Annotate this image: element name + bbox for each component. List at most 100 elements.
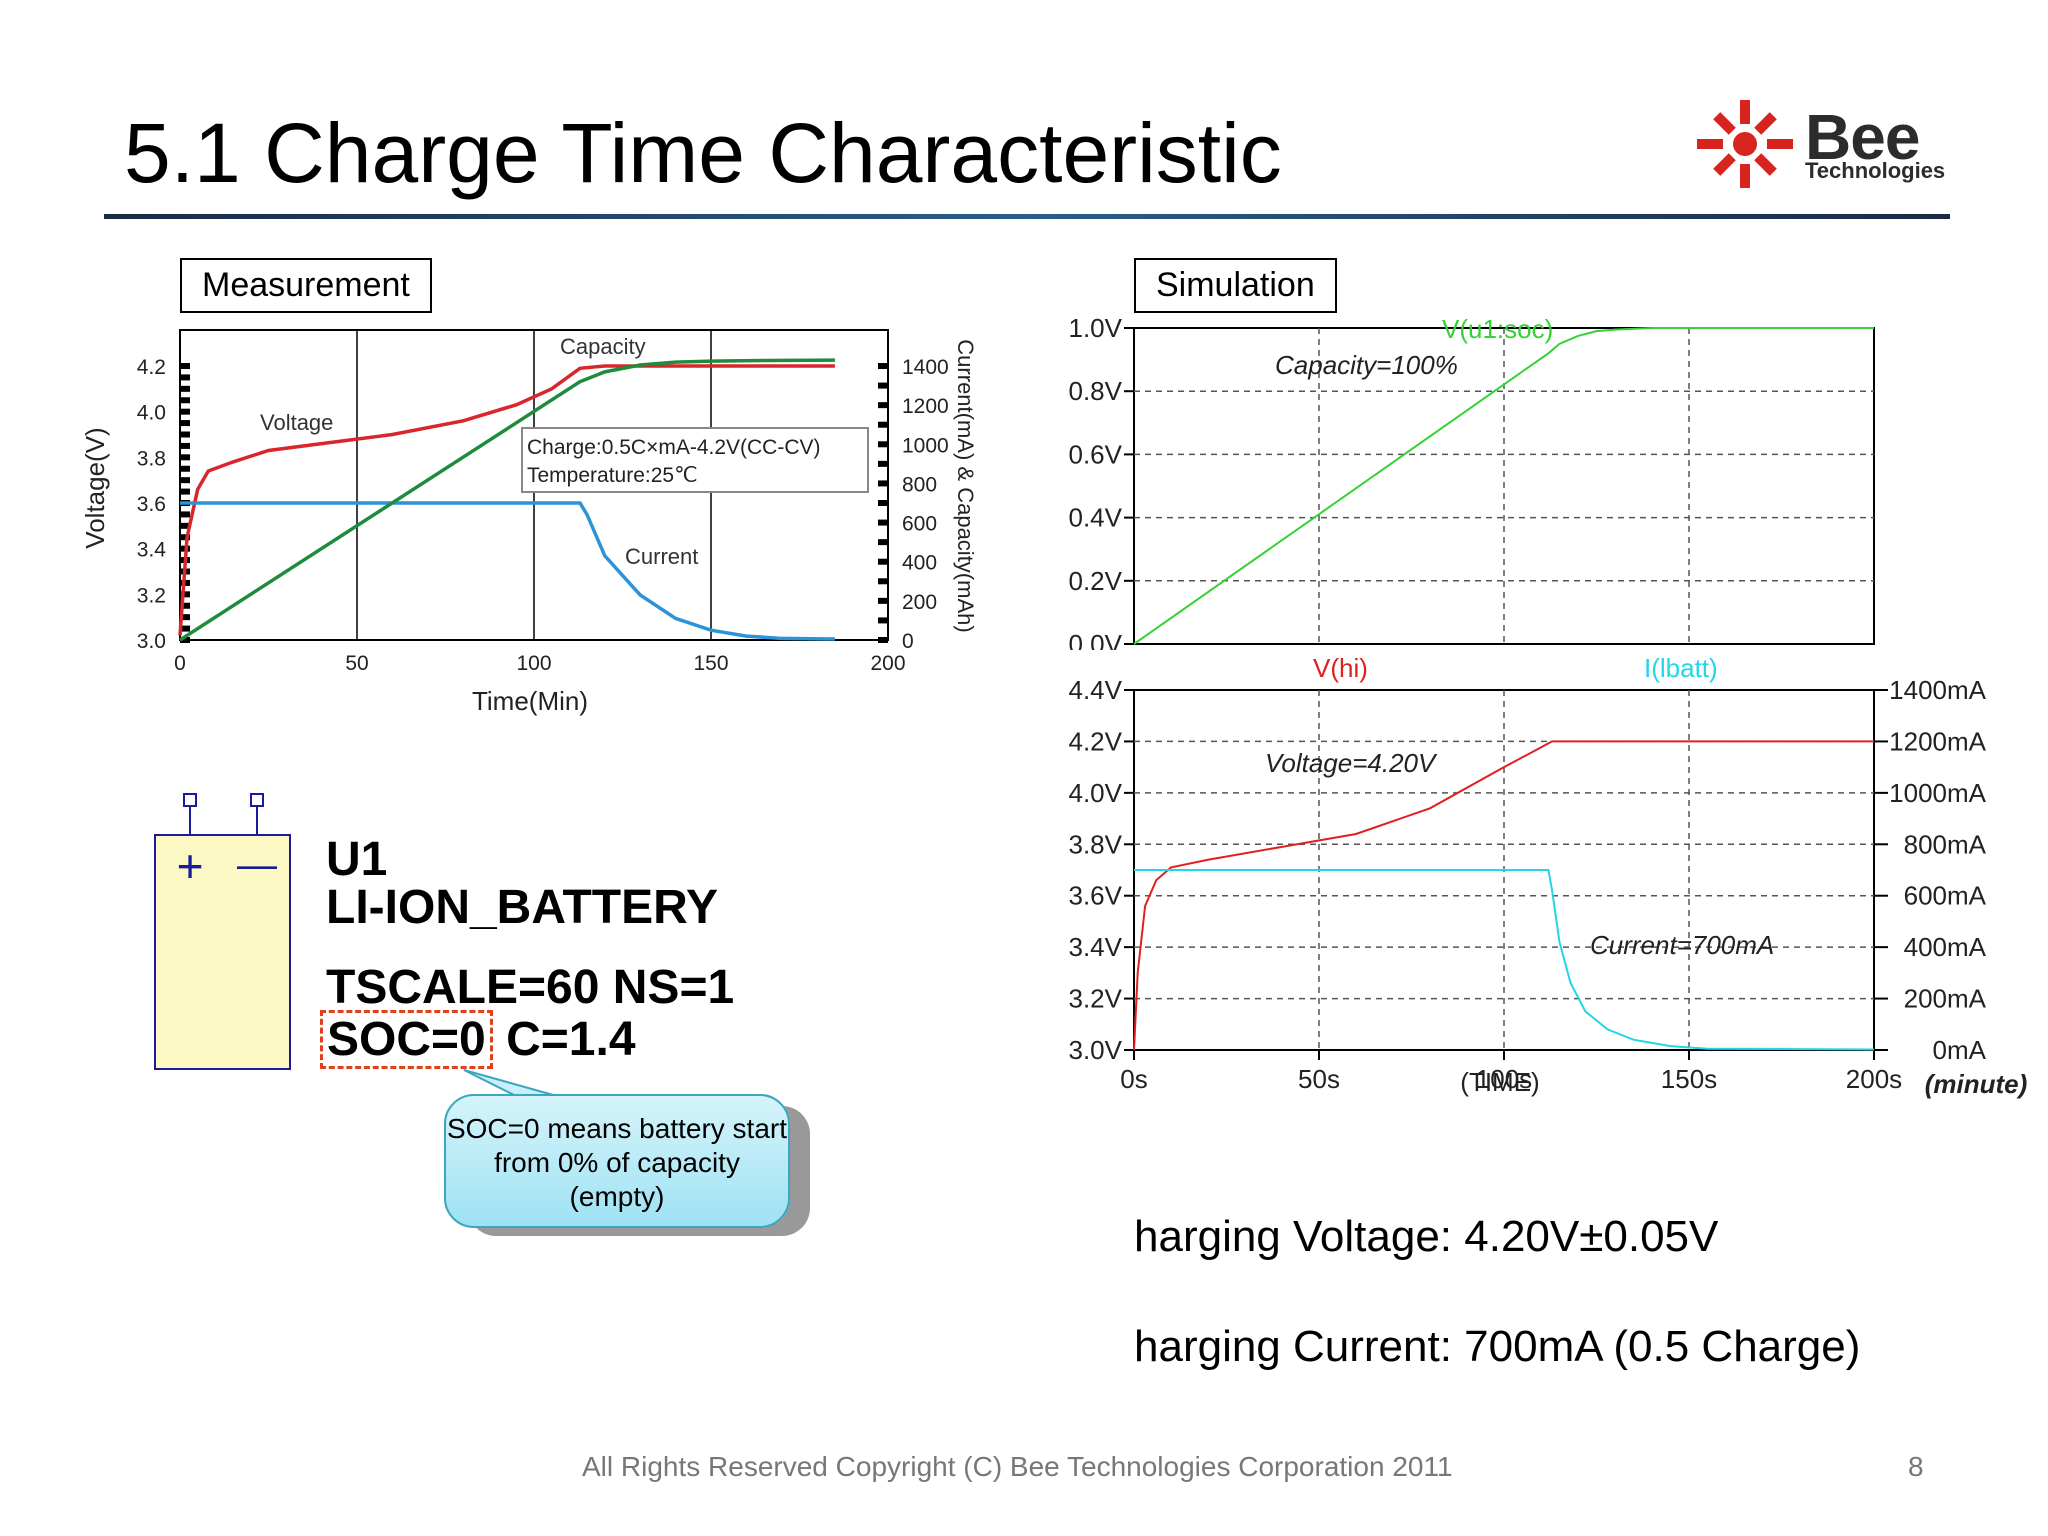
footer-copyright: All Rights Reserved Copyright (C) Bee Te… <box>582 1451 1453 1482</box>
soc-param: SOC=0 <box>320 1010 493 1069</box>
x-tick-label: 100 <box>516 652 551 675</box>
y2-tick-label: 0 <box>902 630 914 653</box>
conditions-box <box>521 427 869 493</box>
grid <box>1134 328 1874 644</box>
y2-tick-mark <box>878 480 888 487</box>
capacity-series-label: Capacity <box>560 334 646 359</box>
y-tick-mark <box>180 625 190 632</box>
current-line <box>1134 869 1875 1051</box>
y2-tick-label: 800mA <box>1904 829 1987 859</box>
y-tick-label: 0.8V <box>1069 376 1123 406</box>
y-tick-mark <box>180 454 190 461</box>
y-tick-label: 0.6V <box>1069 439 1123 469</box>
y-tick-mark <box>180 385 190 392</box>
y-tick-label: 4.0V <box>1069 778 1123 808</box>
y2-tick-mark <box>878 519 888 526</box>
y-tick-mark <box>180 363 190 369</box>
y-tick-mark <box>180 465 190 472</box>
x-axis: 0 50 100 150 200 <box>174 652 905 675</box>
x-axis-label: Time(Min) <box>472 686 588 716</box>
y-tick-mark <box>180 637 190 643</box>
y2-tick-mark <box>878 578 888 585</box>
y2-tick-mark <box>878 460 888 467</box>
y2-tick-label: 1000 <box>902 434 949 457</box>
y2-tick-mark <box>878 402 888 409</box>
y2-tick-label: 1400mA <box>1889 675 1986 705</box>
simulation-label: Simulation <box>1134 258 1337 313</box>
bee-logo-icon <box>1697 100 1793 188</box>
x-axis-label: (TIME) <box>1460 1067 1539 1097</box>
y2-axis: 0 200 400 600 800 1000 1200 1400 <box>878 356 949 653</box>
current-series-label: Current <box>625 544 698 569</box>
current-annotation: Current=700mA <box>1590 930 1774 960</box>
page-title: 5.1 Charge Time Characteristic <box>124 106 1282 200</box>
logo-subtitle: Technologies <box>1805 158 1946 183</box>
current-legend: I(lbatt) <box>1644 653 1718 683</box>
series-group <box>1133 327 1874 645</box>
conditions-line-2: Temperature:25℃ <box>527 464 698 487</box>
x-unit-label: (minute) <box>1925 1069 2028 1099</box>
x-tick-label: 50s <box>1298 1064 1340 1094</box>
y2-tick-mark <box>878 382 888 389</box>
y-axis: 3.0 3.2 3.4 3.6 3.8 4.0 4.2 <box>137 356 190 653</box>
y2-tick-label: 1200mA <box>1889 726 1986 756</box>
y-tick-label: 0.0V <box>1069 629 1123 650</box>
y-tick-mark <box>180 374 190 381</box>
voltage-series-label: Voltage <box>260 410 333 435</box>
y-tick-mark <box>180 420 190 427</box>
x-tick-label: 100s <box>1476 1064 1532 1094</box>
series-group <box>1133 740 1875 1051</box>
y2-tick-mark <box>878 421 888 428</box>
y-tick-mark <box>180 511 190 518</box>
x-tick-label: 200 <box>870 652 905 675</box>
y-tick-label: 3.0V <box>1069 1035 1123 1065</box>
y-tick-label: 3.8V <box>1069 829 1123 859</box>
y-tick-mark <box>180 522 190 529</box>
soc-line <box>1133 327 1874 645</box>
x-tick-label: 0s <box>1120 1064 1147 1094</box>
y-tick-label: 0.4V <box>1069 503 1123 533</box>
y2-tick-label: 200 <box>902 591 937 614</box>
y-tick-label: 3.4V <box>1069 932 1123 962</box>
x-tick-label: 150 <box>693 652 728 675</box>
capacity-line <box>179 358 835 642</box>
capacity-annotation: Capacity=100% <box>1275 350 1458 380</box>
y-axis-label: Voltage(V) <box>80 427 110 548</box>
y-tick-label: 3.2V <box>1069 984 1123 1014</box>
y-axis: 3.0V 3.2V 3.4V 3.6V 3.8V 4.0V 4.2V 4.4V <box>1069 675 1134 1065</box>
y2-tick-mark <box>878 558 888 565</box>
voltage-annotation: Voltage=4.20V <box>1265 748 1438 778</box>
minus-terminal-icon: — <box>237 843 277 887</box>
y-tick-label: 3.4 <box>137 539 167 562</box>
y2-tick-label: 1000mA <box>1889 778 1986 808</box>
y2-tick-label: 800 <box>902 473 937 496</box>
component-soc-row: SOC=0 C=1.4 <box>320 1010 636 1069</box>
current-line <box>180 501 835 641</box>
y2-axis: 0mA 200mA 400mA 600mA 800mA 1000mA 1200mA 1400m… <box>1874 675 1987 1065</box>
voltage-line <box>178 364 835 636</box>
y-tick-mark <box>180 602 190 609</box>
y2-tick-label: 1400 <box>902 356 949 379</box>
y2-axis-label: Current(mA) & Capacity(mAh) <box>953 339 978 632</box>
y-tick-label: 1.0V <box>1069 313 1123 343</box>
y-tick-label: 3.0 <box>137 630 166 653</box>
simulation-soc-chart: 0.0V 0.2V 0.4V 0.6V 0.8V 1.0V V(u1:soc) Capac… <box>1069 313 1875 650</box>
y-tick-mark <box>180 591 190 598</box>
y2-tick-label: 600 <box>902 513 937 536</box>
y-tick-label: 3.8 <box>137 447 166 470</box>
y2-tick-mark <box>878 539 888 546</box>
component-type: LI-ION_BATTERY <box>326 881 718 934</box>
y-tick-label: 3.6 <box>137 493 166 516</box>
y-tick-label: 3.6V <box>1069 881 1123 911</box>
y-tick-label: 3.2 <box>137 584 166 607</box>
charging-voltage-text: harging Voltage: 4.20V±0.05V <box>1134 1212 1719 1261</box>
logo-name: Bee <box>1805 101 1920 173</box>
measurement-chart: 3.03.23.43.63.84.04.2 020040060080010001… <box>80 329 978 716</box>
y-tick-label: 4.4V <box>1069 675 1123 705</box>
title-divider <box>104 214 1950 219</box>
y2-tick-mark <box>878 441 888 448</box>
y2-tick-mark <box>878 597 888 604</box>
y2-tick-label: 200mA <box>1904 984 1987 1014</box>
y-tick-mark <box>180 477 190 484</box>
y2-tick-label: 0mA <box>1933 1035 1987 1065</box>
